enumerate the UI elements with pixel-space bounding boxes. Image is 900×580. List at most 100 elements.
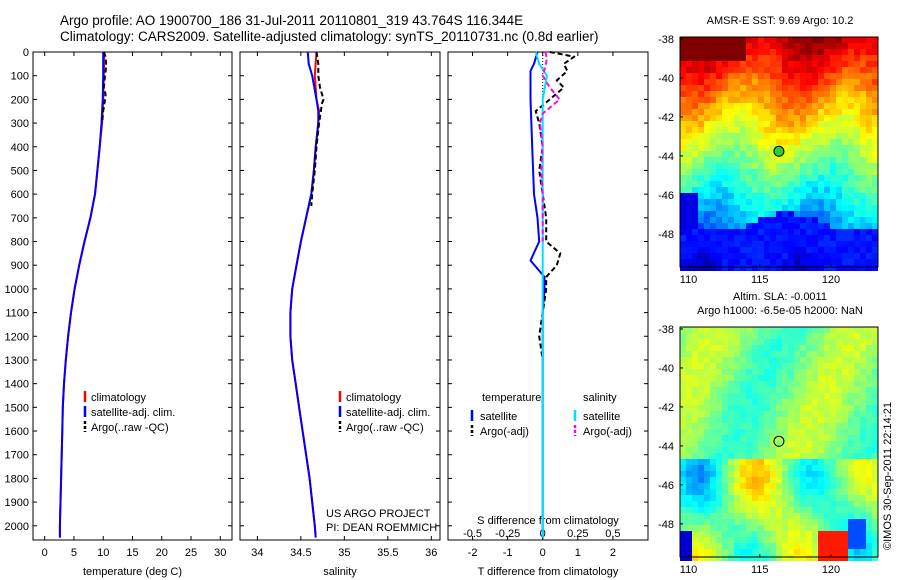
map-cell	[818, 259, 824, 265]
map-cell	[770, 37, 776, 43]
map-cell	[686, 513, 692, 519]
map-cell	[788, 441, 794, 447]
map-cell	[692, 501, 698, 507]
map-cell	[782, 405, 788, 411]
map-cell	[818, 489, 824, 495]
map-cell	[776, 205, 782, 211]
sst-map: 110 115 120-38-40-42-44-46-48	[658, 34, 879, 286]
map-cell	[782, 459, 788, 465]
map-cell	[794, 327, 800, 333]
map-cell	[716, 211, 722, 217]
map-cell	[686, 109, 692, 115]
map-cell	[818, 235, 824, 241]
map-cell	[788, 241, 794, 247]
map-cell	[854, 441, 860, 447]
map-cell	[800, 483, 806, 489]
map-cell	[698, 139, 704, 145]
map-cell	[782, 109, 788, 115]
map-cell	[848, 259, 854, 265]
map-cell	[818, 501, 824, 507]
map-cell	[680, 435, 686, 441]
map-cell	[782, 265, 788, 271]
map-cell	[842, 471, 848, 477]
map-cell	[728, 387, 734, 393]
map-cell	[866, 49, 872, 55]
map-cell	[794, 85, 800, 91]
map-cell	[800, 223, 806, 229]
map-cell	[812, 483, 818, 489]
map-cell	[848, 375, 854, 381]
map-cell	[866, 61, 872, 67]
map-cell	[788, 495, 794, 501]
map-cell	[782, 393, 788, 399]
map-cell	[692, 85, 698, 91]
map-cell	[680, 49, 686, 55]
map-cell	[758, 441, 764, 447]
map-cell	[740, 507, 746, 513]
map-cell	[722, 441, 728, 447]
map-cell	[764, 345, 770, 351]
map-cell	[740, 339, 746, 345]
map-cell	[680, 229, 686, 235]
map-cell	[734, 411, 740, 417]
map-cell	[752, 543, 758, 549]
map-cell	[854, 327, 860, 333]
map-cell	[692, 259, 698, 265]
map-cell	[836, 495, 842, 501]
map-cell	[746, 157, 752, 163]
map-cell	[860, 423, 866, 429]
map-cell	[770, 333, 776, 339]
map-cell	[716, 555, 722, 561]
map-cell	[710, 555, 716, 561]
map-cell	[794, 519, 800, 525]
map-cell	[680, 169, 686, 175]
map-cell	[746, 127, 752, 133]
map-cell	[788, 37, 794, 43]
map-cell	[764, 139, 770, 145]
map-cell	[758, 97, 764, 103]
map-cell	[680, 97, 686, 103]
map-cell	[752, 351, 758, 357]
map-cell	[776, 115, 782, 121]
map-x-tick-label: 120	[822, 274, 840, 286]
map-cell	[740, 543, 746, 549]
map-cell	[794, 495, 800, 501]
map-y-tick-label: -40	[658, 73, 674, 85]
map-cell	[680, 265, 686, 271]
map-cell	[770, 519, 776, 525]
map-cell	[818, 549, 824, 555]
map-cell	[872, 43, 878, 49]
map-cell	[842, 507, 848, 513]
y-tick-label: 500	[11, 165, 29, 177]
map-cell	[770, 507, 776, 513]
map-cell	[776, 531, 782, 537]
map-cell	[686, 435, 692, 441]
map-cell	[752, 145, 758, 151]
map-cell	[734, 483, 740, 489]
map-cell	[872, 435, 878, 441]
map-cell	[680, 67, 686, 73]
map-cell	[866, 423, 872, 429]
map-cell	[782, 507, 788, 513]
map-cell	[728, 151, 734, 157]
map-cell	[872, 211, 878, 217]
map-cell	[716, 435, 722, 441]
map-cell	[692, 495, 698, 501]
map-cell	[872, 465, 878, 471]
map-cell	[872, 37, 878, 43]
map-cell	[818, 253, 824, 259]
map-cell	[686, 525, 692, 531]
x-tick-label: 36	[425, 547, 437, 559]
map-cell	[812, 103, 818, 109]
map-cell	[800, 241, 806, 247]
map-cell	[824, 333, 830, 339]
map-cell	[692, 441, 698, 447]
map-cell	[854, 265, 860, 271]
map-cell	[830, 381, 836, 387]
map-cell	[728, 513, 734, 519]
map-cell	[680, 73, 686, 79]
map-cell	[800, 43, 806, 49]
map-cell	[776, 477, 782, 483]
map-cell	[830, 55, 836, 61]
map-cell	[860, 55, 866, 61]
